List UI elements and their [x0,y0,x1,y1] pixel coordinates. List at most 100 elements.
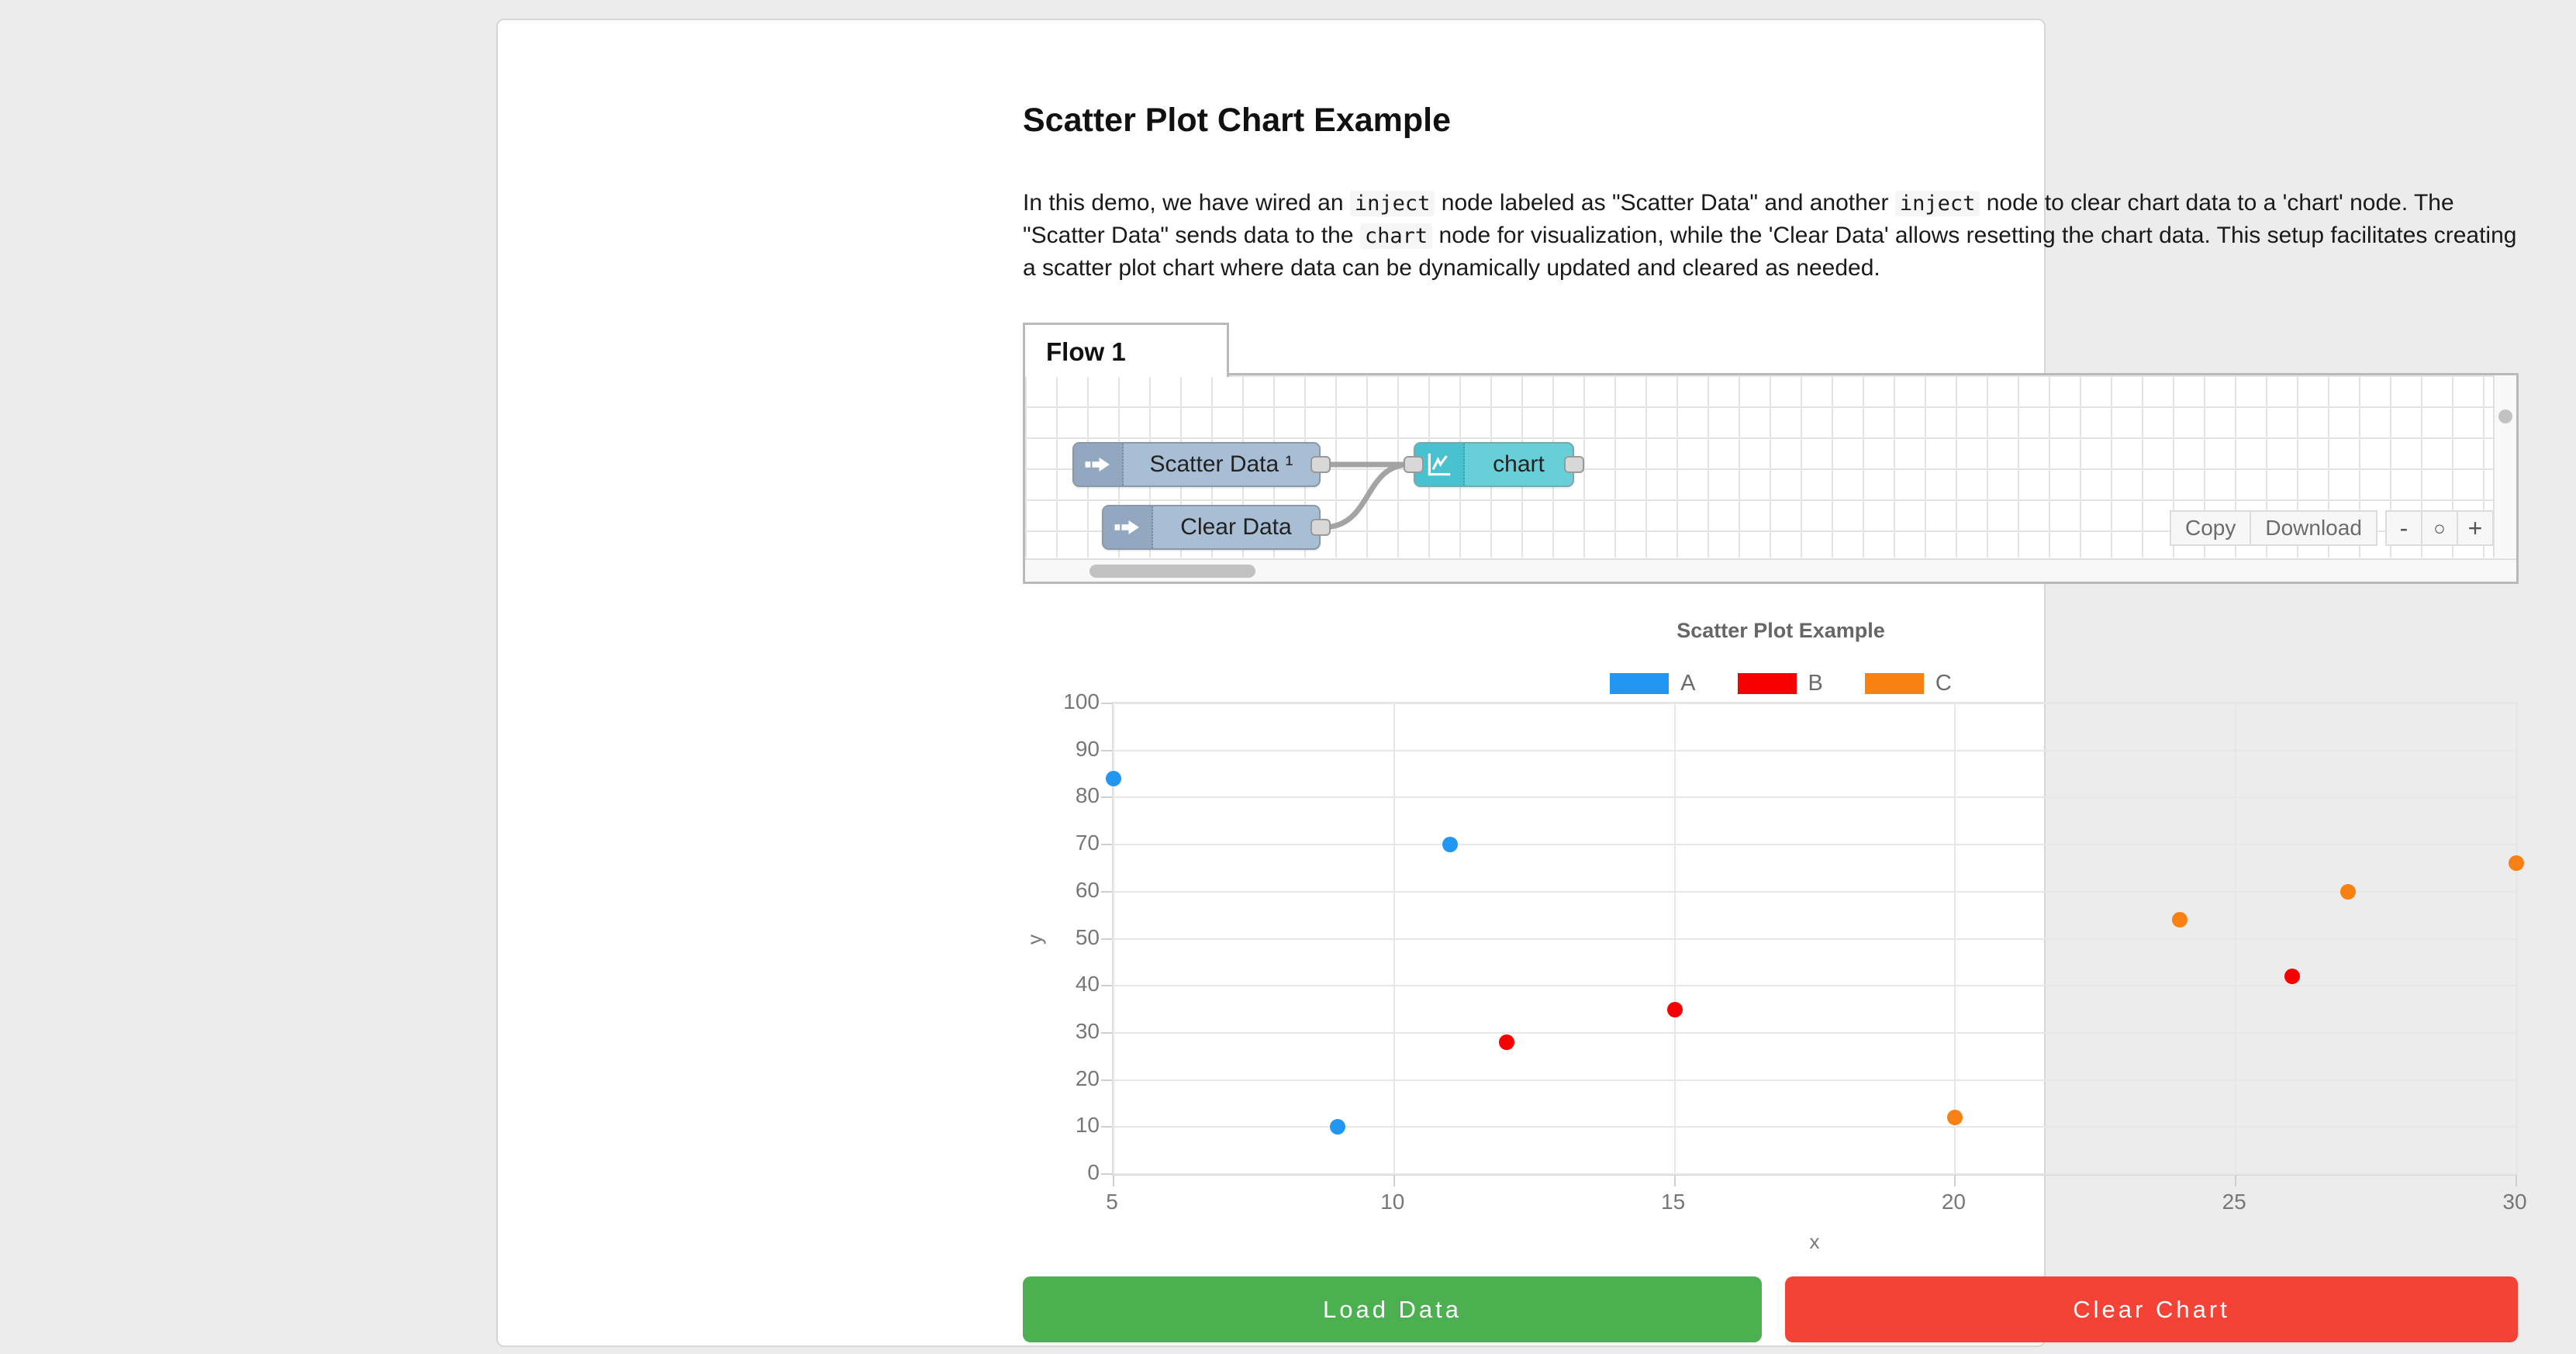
gridline [1114,890,2516,893]
x-tick-label: 30 [2502,1190,2527,1214]
zoom-in-button[interactable]: + [2457,510,2493,546]
y-tick-label: 30 [1075,1018,1100,1043]
tick-mark [1673,1176,1676,1186]
tick-mark [1101,749,1112,751]
tick-mark [1101,938,1112,940]
tick-mark [1393,1176,1395,1186]
node-clear-data[interactable]: Clear Data [1102,505,1331,550]
zoom-reset-button[interactable]: ○ [2421,510,2458,546]
text-run: node labeled as "Scatter Data" and anoth… [1435,190,1895,216]
horizontal-scrollbar[interactable] [1025,558,2516,582]
y-tick-label: 100 [1063,689,1100,713]
y-tick-label: 20 [1075,1066,1100,1090]
text-run: In this demo, we have wired an [1023,190,1350,216]
y-tick-label: 90 [1075,736,1100,761]
gridline [1114,985,2516,987]
node-label: Clear Data [1180,514,1292,540]
legend-swatch [1737,673,1797,694]
copy-button[interactable]: Copy [2170,510,2252,546]
y-tick-label: 80 [1075,783,1100,808]
gridline [1114,1031,2516,1034]
flow-tab-label: Flow 1 [1046,337,1126,366]
y-tick-label: 0 [1087,1160,1100,1184]
legend-item-C[interactable]: C [1864,671,1952,696]
download-button[interactable]: Download [2250,510,2377,546]
x-tick-label: 15 [1661,1190,1686,1214]
gridline [1114,749,2516,751]
load-data-button[interactable]: Load Data [1023,1276,1762,1342]
node-label: Scatter Data ¹ [1149,451,1293,477]
tick-mark [1101,890,1112,893]
output-port [1310,456,1331,473]
gridline [1114,1126,2516,1128]
page-title: Scatter Plot Chart Example [1023,102,1452,139]
plot-area [1101,702,2524,1186]
gridline [1114,1173,2516,1175]
inject-icon [1103,506,1153,548]
data-point-C [1947,1110,1963,1126]
legend-swatch [1864,673,1924,694]
y-axis-title: y [1023,934,1046,945]
flow-canvas[interactable]: Scatter Data ¹ Clear Data [1023,373,2519,584]
data-point-A [1106,771,1121,787]
horizontal-scrollbar-thumb[interactable] [1089,565,1255,578]
data-point-C [2339,883,2356,900]
y-tick-label: 50 [1075,924,1100,949]
y-tick-label: 40 [1075,972,1100,997]
legend-label: A [1680,671,1696,696]
tick-mark [1113,1176,1114,1186]
tick-mark [1101,1031,1112,1034]
output-port [1564,456,1584,473]
data-point-A [1442,837,1459,853]
gridline [1114,703,2516,704]
tick-mark [1954,1176,1956,1186]
tick-mark [2235,1176,2237,1186]
clear-chart-button[interactable]: Clear Chart [1785,1276,2518,1342]
gridline [1114,796,2516,799]
data-point-A [1330,1119,1346,1135]
inject-icon [1074,444,1124,485]
tick-mark [1101,703,1112,704]
legend-swatch [1610,673,1670,694]
flow-wires [1320,461,1413,530]
legend-item-A[interactable]: A [1610,671,1696,696]
vertical-scrollbar-thumb[interactable] [2498,409,2512,423]
x-tick-label: 5 [1106,1190,1118,1214]
node-scatter-data[interactable]: Scatter Data ¹ [1072,442,1331,487]
output-port [1310,519,1331,536]
data-point-B [1666,1001,1683,1017]
data-point-B [2284,969,2300,985]
zoom-out-button[interactable]: - [2385,510,2422,546]
x-axis-title: x [1809,1230,1820,1253]
legend-item-B[interactable]: B [1737,671,1823,696]
chart-title: Scatter Plot Example [1676,619,1885,642]
node-chart[interactable]: chart [1404,442,1584,487]
x-tick-label: 10 [1380,1190,1405,1214]
y-tick-label: 70 [1075,831,1100,855]
input-port [1404,456,1424,473]
tick-mark [1101,1126,1112,1128]
y-tick-label: 10 [1075,1113,1100,1138]
chart-legend: A B C [1044,671,2518,696]
data-point-B [1498,1034,1514,1051]
tick-mark [1101,844,1112,846]
text-run: node to clear chart data to a 'chart' no… [1023,190,2454,248]
inline-code: inject [1894,191,1980,216]
data-point-C [2171,912,2188,928]
gridline [1114,844,2516,846]
flow-tab[interactable]: Flow 1 [1023,323,1229,377]
tick-mark [1101,1173,1112,1175]
gridline [1114,938,2516,940]
node-label: chart [1493,451,1545,477]
inline-code: inject [1349,191,1435,216]
description: In this demo, we have wired an inject no… [1023,187,2519,284]
vertical-scrollbar[interactable] [2493,375,2516,558]
data-point-C [2509,855,2524,872]
flow-grid: Scatter Data ¹ Clear Data [1025,375,2493,558]
gridline [2516,703,2517,1174]
text-run: node for visualization, while the 'Clear… [1023,223,2517,281]
inline-code: chart [1359,223,1433,249]
y-tick-label: 60 [1075,877,1100,902]
x-tick-label: 25 [2222,1190,2246,1214]
